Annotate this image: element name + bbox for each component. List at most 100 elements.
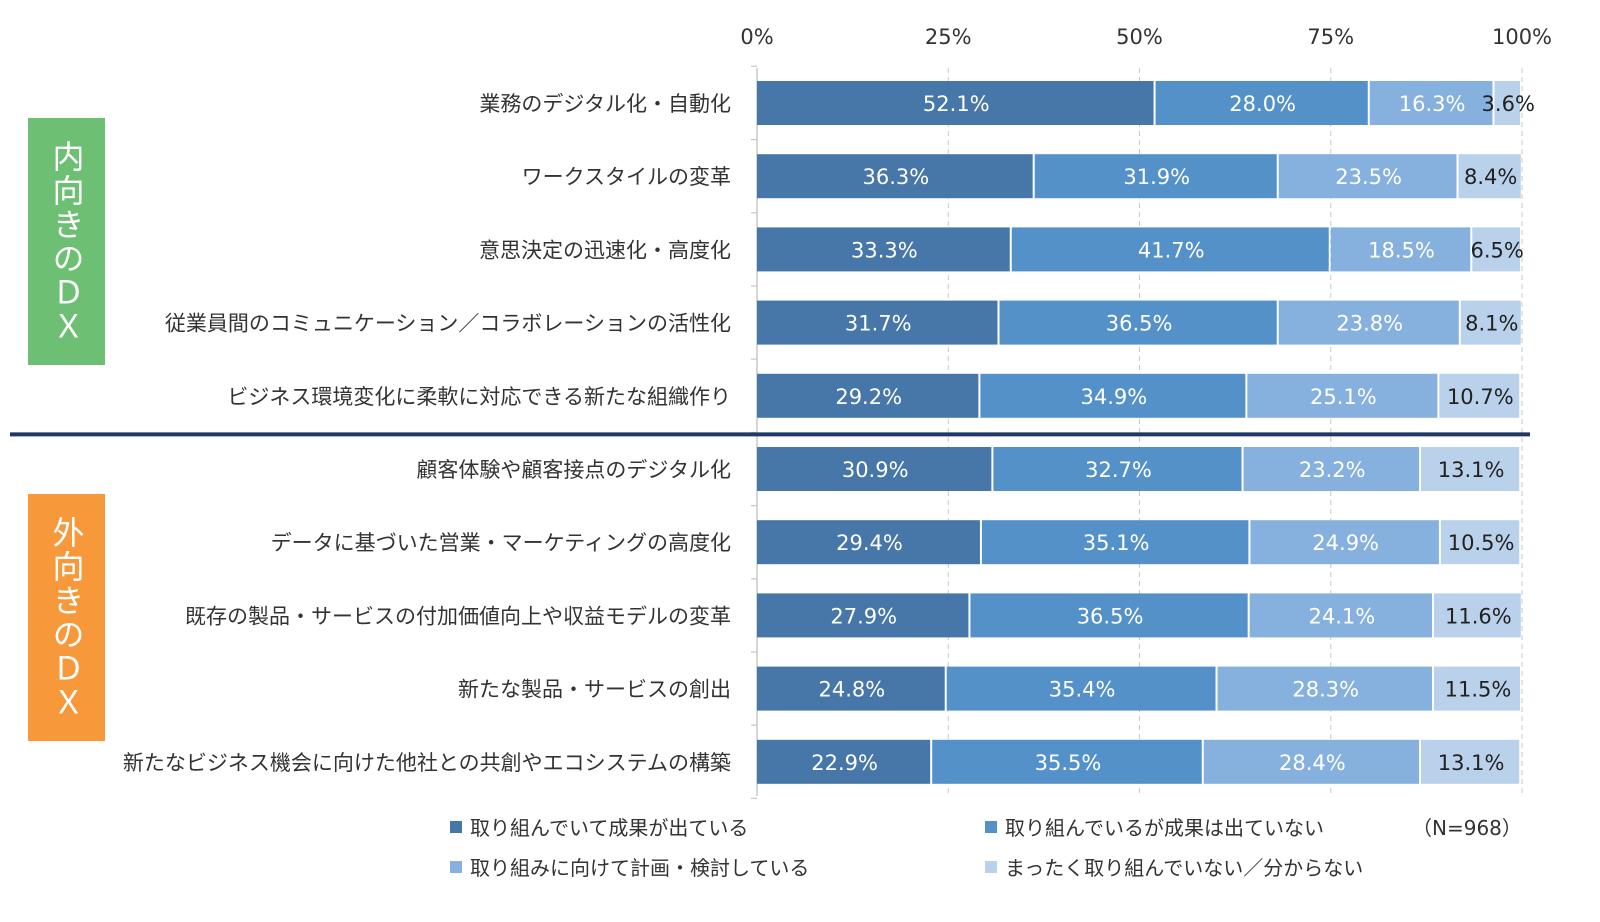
bar-segment [1434,593,1521,638]
data-label: 28.4% [1279,751,1346,775]
bar-segment [757,373,979,418]
bar-segment [1434,666,1520,711]
legend-label: 取り組みに向けて計画・検討している [470,856,810,880]
bar-segment [1439,373,1520,418]
bar-segment [932,739,1202,784]
x-tick-label: 25% [925,25,972,49]
data-label: 32.7% [1085,458,1152,482]
bar-segment [1460,300,1521,345]
data-label: 31.9% [1123,165,1190,189]
category-label: ワークスタイルの変革 [522,165,731,189]
bar-segment [757,666,945,711]
data-label: 36.3% [862,165,929,189]
bar-segment [757,154,1033,199]
x-tick-label: 50% [1116,25,1163,49]
data-label: 35.5% [1035,751,1102,775]
legend-label: 取り組んでいて成果が出ている [470,816,749,840]
bar-segment [1243,447,1420,491]
data-label: 3.6% [1482,92,1535,116]
data-label: 29.2% [835,385,902,409]
data-label: 33.3% [851,238,918,262]
data-label: 24.8% [819,678,886,702]
data-label: 23.2% [1299,458,1366,482]
legend-item: 取り組みに向けて計画・検討している [450,852,809,881]
group-label-outward-dx: 外向きのＤＸ [28,494,105,741]
group-label-outward-dx-text: 外向きのＤＸ [47,515,86,720]
data-label: 10.5% [1448,531,1515,555]
bar-segment [1247,373,1438,418]
data-label: 13.1% [1438,751,1505,775]
data-label: 31.7% [845,312,912,336]
bar-segment [1250,520,1439,565]
bar-segment [1155,81,1368,125]
bar-segment [1034,154,1277,199]
bar-segment [1369,81,1493,125]
bar-segment [993,447,1242,491]
legend-label: まったく取り組んでいない／分からない [1005,856,1364,880]
legend: 取り組んでいて成果が出ている 取り組んでいるが成果は出ていない 取り組みに向けて… [450,812,1550,902]
bar-segment [981,520,1249,565]
data-label: 16.3% [1399,92,1466,116]
bar-segment [757,227,1010,272]
category-label: 新たなビジネス機会に向けた他社との共創やエコシステムの構築 [123,751,731,775]
bar-segment [757,81,1154,125]
data-label: 23.5% [1335,165,1402,189]
bar-segment [1330,227,1471,272]
legend-swatch [450,860,462,873]
data-label: 24.9% [1312,531,1379,555]
data-label: 24.1% [1308,604,1375,628]
legend-item: まったく取り組んでいない／分からない [985,852,1363,881]
bar-segment [1421,447,1520,491]
category-label: 新たな製品・サービスの創出 [458,678,731,702]
data-label: 11.5% [1445,678,1512,702]
group-label-inward-dx-text: 内向きのＤＸ [47,139,86,344]
data-label: 36.5% [1106,312,1173,336]
category-label: 従業員間のコミュニケーション／コラボレーションの活性化 [165,312,731,336]
category-label: ビジネス環境変化に柔軟に対応できる新たな組織作り [227,385,731,409]
category-label: 既存の製品・サービスの付加価値向上や収益モデルの変革 [185,604,731,628]
bar-segment [1217,666,1433,711]
data-label: 13.1% [1438,458,1505,482]
data-label: 29.4% [836,531,903,555]
category-label: 顧客体験や顧客接点のデジタル化 [416,458,731,482]
category-label: 意思決定の迅速化・高度化 [479,238,731,262]
data-label: 25.1% [1310,385,1377,409]
bar-segment [757,593,969,638]
legend-swatch [985,820,997,833]
data-label: 36.5% [1077,604,1144,628]
data-label: 28.0% [1229,92,1296,116]
category-label: 業務のデジタル化・自動化 [479,92,731,116]
data-label: 35.1% [1083,531,1150,555]
bar-segment [1421,739,1520,784]
bar-segment [757,447,992,491]
bar-segment [1458,154,1521,199]
legend-item: 取り組んでいるが成果は出ていない [985,812,1324,841]
category-label: データに基づいた営業・マーケティングの高度化 [271,531,731,555]
legend-swatch [450,820,462,833]
data-label: 8.1% [1465,312,1518,336]
bar-segment [1494,81,1520,125]
legend-swatch [985,860,997,873]
bar-segment [757,739,931,784]
bar-segment [1440,520,1520,565]
data-label: 18.5% [1368,238,1435,262]
data-label: 11.6% [1445,604,1512,628]
data-label: 41.7% [1138,238,1205,262]
data-label: 28.3% [1292,678,1359,702]
bar-segment [1472,227,1520,272]
bar-segment [1278,300,1459,345]
x-tick-label: 0% [740,25,773,49]
sample-size-note: （N=968） [1412,816,1522,840]
bar-segment [980,373,1246,418]
data-label: 52.1% [923,92,990,116]
data-label: 34.9% [1081,385,1148,409]
bar-segment [946,666,1216,711]
bar-segment [757,520,980,565]
bar-segment [999,300,1277,345]
data-label: 30.9% [842,458,909,482]
bar-segment [1203,739,1420,784]
x-tick-label: 100% [1492,25,1552,49]
data-label: 8.4% [1464,165,1517,189]
data-label: 10.7% [1447,385,1514,409]
